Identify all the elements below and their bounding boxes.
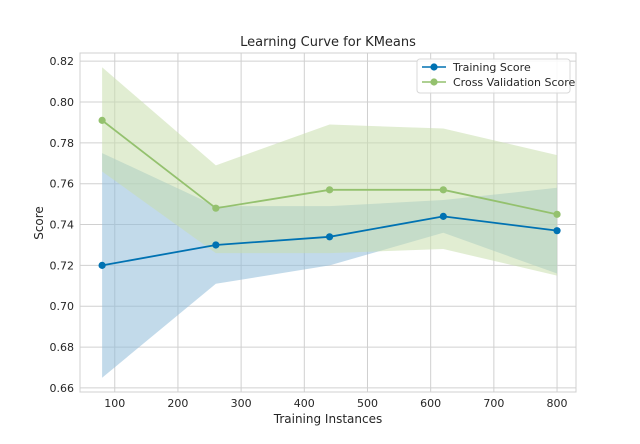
cross-validation-score-point (325, 186, 334, 194)
x-tick-label: 700 (483, 397, 504, 410)
y-tick-label: 0.70 (50, 300, 75, 313)
cross-validation-score-point (553, 210, 561, 218)
legend-marker-cv (430, 78, 438, 86)
x-tick-label: 600 (420, 397, 441, 410)
training-score-point (212, 241, 220, 249)
training-score-point (325, 233, 334, 241)
series-points (98, 116, 561, 269)
legend-label-training: Training Score (452, 61, 531, 74)
y-tick-label: 0.74 (50, 219, 75, 232)
y-tick-label: 0.76 (50, 178, 75, 191)
y-tick-label: 0.66 (50, 382, 75, 395)
tick-labels: 100 200 300 400 500 600 700 800 0.66 0.68 0.70 0.72… (50, 55, 568, 410)
chart-title: Learning Curve for KMeans (240, 35, 416, 50)
x-axis-label: Training Instances (273, 412, 382, 426)
x-tick-label: 400 (294, 397, 315, 410)
y-tick-label: 0.78 (50, 137, 75, 150)
cross-validation-score-point (98, 116, 106, 124)
x-tick-label: 100 (104, 397, 125, 410)
x-tick-label: 500 (357, 397, 378, 410)
legend: Training Score Cross Validation Score (416, 58, 576, 94)
y-axis-label: Score (32, 206, 46, 240)
cross-validation-score-point (212, 204, 220, 212)
y-tick-label: 0.68 (50, 341, 75, 354)
training-score-point (98, 261, 106, 269)
x-tick-label: 300 (231, 397, 252, 410)
y-tick-label: 0.80 (50, 96, 75, 109)
training-score-point (439, 212, 447, 220)
training-score-point (553, 227, 561, 235)
cross-validation-score-point (439, 186, 447, 194)
legend-box (416, 58, 571, 94)
y-tick-label: 0.82 (50, 55, 75, 68)
cross-validation-score-band (102, 67, 558, 276)
x-tick-label: 800 (547, 397, 568, 410)
legend-marker-training (430, 63, 438, 71)
legend-label-cv: Cross Validation Score (453, 76, 576, 89)
x-tick-label: 200 (167, 397, 188, 410)
y-tick-label: 0.72 (50, 259, 75, 272)
